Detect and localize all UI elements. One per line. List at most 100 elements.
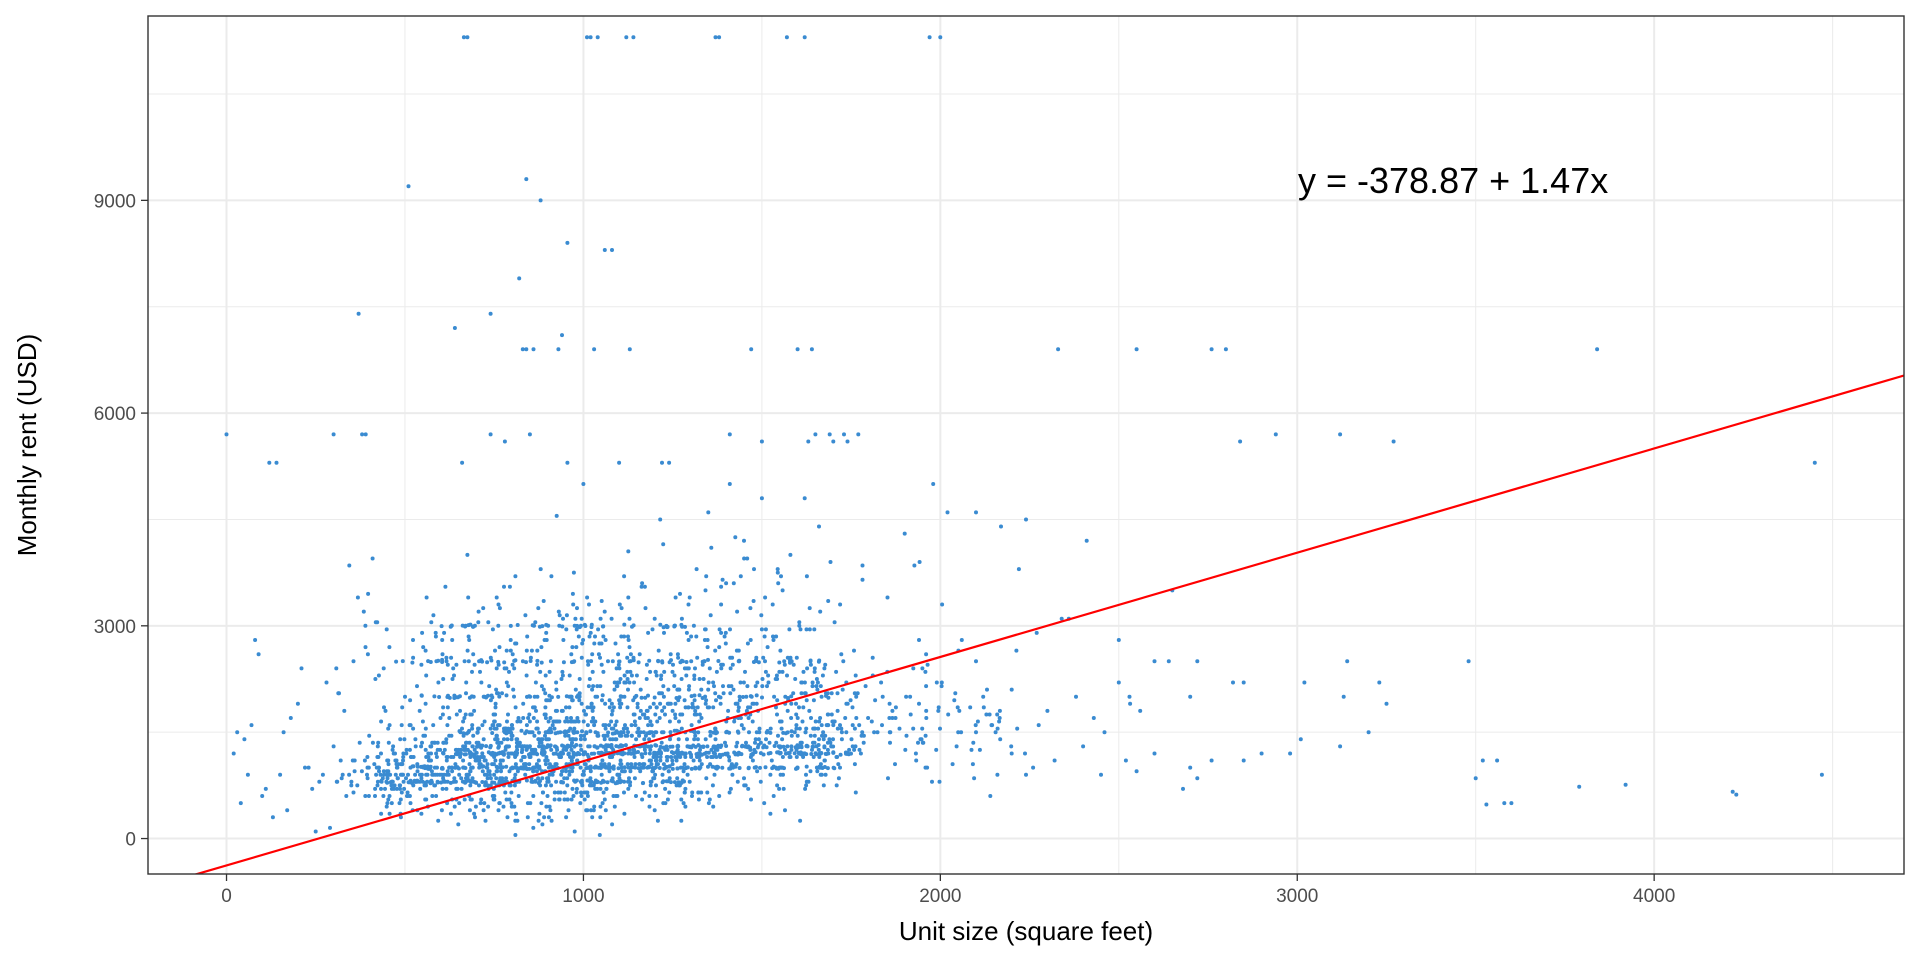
data-point <box>564 705 568 710</box>
data-point <box>553 744 558 749</box>
data-point <box>526 716 531 720</box>
data-point <box>303 765 307 770</box>
data-point <box>775 698 780 703</box>
data-point <box>601 764 606 769</box>
data-point <box>555 719 560 724</box>
data-point <box>1231 680 1235 685</box>
data-point <box>486 804 491 809</box>
data-point <box>534 769 539 774</box>
data-point <box>559 677 564 681</box>
data-point <box>714 745 719 750</box>
data-point <box>586 684 591 689</box>
y-tick-label: 9000 <box>94 191 136 212</box>
data-point <box>718 744 723 749</box>
data-point <box>548 716 553 720</box>
data-point <box>612 680 617 685</box>
data-point <box>591 716 596 720</box>
data-point <box>703 588 708 593</box>
data-point <box>423 733 427 738</box>
data-point <box>517 276 522 281</box>
x-tick-label: 0 <box>221 886 232 907</box>
data-point <box>554 779 559 784</box>
data-point <box>731 687 736 692</box>
data-point <box>645 731 650 736</box>
data-point <box>581 719 586 724</box>
data-point <box>445 769 450 774</box>
data-point <box>713 648 718 653</box>
data-point <box>616 662 621 667</box>
data-point <box>812 733 817 738</box>
data-point <box>573 719 578 724</box>
data-point <box>649 758 653 763</box>
data-point <box>466 730 471 735</box>
data-point <box>533 620 538 625</box>
data-point <box>713 691 718 696</box>
data-point <box>488 776 493 781</box>
data-point <box>872 730 877 735</box>
data-point <box>432 694 437 699</box>
data-point <box>408 723 413 728</box>
data-point <box>861 733 866 738</box>
data-point <box>470 776 475 781</box>
data-point <box>845 701 850 706</box>
data-point <box>249 723 254 728</box>
data-point <box>888 740 892 745</box>
data-point <box>572 778 577 783</box>
data-point <box>789 694 794 699</box>
data-point <box>875 730 880 735</box>
data-point <box>662 630 666 635</box>
data-point <box>1195 659 1200 664</box>
data-point <box>390 747 395 752</box>
data-point <box>650 627 655 632</box>
data-point <box>485 660 490 665</box>
data-point <box>426 758 431 763</box>
data-point <box>794 701 798 706</box>
data-point <box>692 673 697 678</box>
data-point <box>714 698 718 703</box>
data-point <box>621 726 626 731</box>
data-point <box>798 818 803 823</box>
data-point <box>509 723 514 728</box>
data-point <box>641 764 646 769</box>
data-point <box>1209 758 1214 763</box>
data-point <box>626 786 631 791</box>
data-point <box>595 731 600 736</box>
data-point <box>850 744 855 749</box>
data-point <box>509 737 514 742</box>
data-point <box>421 765 426 770</box>
data-point <box>731 581 736 586</box>
data-point <box>652 616 657 621</box>
data-point <box>600 758 605 763</box>
data-point <box>655 755 659 759</box>
plot-panel-border <box>147 15 1905 875</box>
data-point <box>496 659 501 664</box>
data-point <box>663 801 668 806</box>
data-point <box>527 712 532 717</box>
data-point <box>528 659 533 663</box>
data-point <box>524 723 529 728</box>
data-point <box>372 762 377 767</box>
data-point <box>398 786 402 791</box>
data-point <box>522 744 527 749</box>
data-point <box>504 797 509 802</box>
data-point <box>618 705 623 710</box>
data-point <box>519 758 524 763</box>
data-point <box>819 772 824 777</box>
data-point <box>953 691 958 696</box>
data-point <box>794 723 799 728</box>
data-point <box>603 701 608 706</box>
data-point <box>590 687 595 692</box>
data-point <box>750 758 755 763</box>
data-point <box>622 680 627 685</box>
data-point <box>507 669 511 674</box>
data-point <box>819 694 824 699</box>
data-point <box>561 660 566 665</box>
data-point <box>728 766 733 771</box>
data-point <box>479 680 484 685</box>
data-point <box>1016 567 1021 572</box>
data-point <box>749 797 753 802</box>
data-point <box>610 822 615 827</box>
data-point <box>334 779 339 784</box>
data-point <box>761 655 766 660</box>
data-point <box>887 716 892 720</box>
